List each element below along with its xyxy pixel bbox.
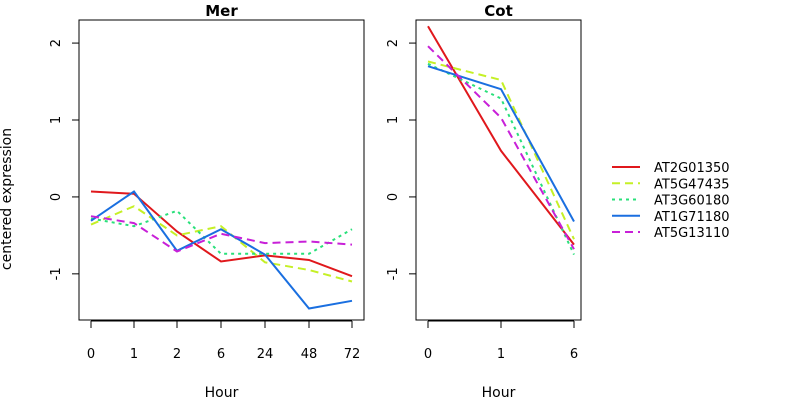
plot-frame: [78, 19, 365, 321]
y-tick-label: 2: [49, 39, 64, 47]
x-tick-label: 1: [497, 347, 505, 362]
y-tick-label: -1: [49, 267, 64, 280]
y-tick-label: 2: [386, 39, 401, 47]
series-line-at3g60180: [427, 62, 575, 256]
legend-label-at5g47435: AT5G47435: [654, 177, 730, 192]
series-line-at3g60180: [90, 209, 353, 255]
legend-label-at5g13110: AT5G13110: [654, 226, 730, 241]
series-line-at5g47435: [90, 205, 353, 283]
panel-cot: Cot -1 0 1 2 0 1 6 Hour: [386, 2, 582, 401]
y-tick-label: 1: [386, 116, 401, 124]
x-tick-label: 6: [570, 347, 578, 362]
x-tick-label: 1: [130, 347, 138, 362]
y-tick-label: -1: [386, 267, 401, 280]
y-tick-label: 1: [49, 116, 64, 124]
series-line-at1g71180: [427, 65, 575, 222]
legend-label-at2g01350: AT2G01350: [654, 161, 730, 176]
legend-label-at1g71180: AT1G71180: [654, 210, 730, 225]
y-tick-label: 0: [49, 193, 64, 201]
y-axis-label: centered expression: [0, 128, 15, 270]
x-tick-label: 0: [424, 347, 432, 362]
x-tick-label: 6: [217, 347, 225, 362]
x-axis-label: Hour: [482, 385, 516, 400]
series-line-at2g01350: [427, 25, 575, 246]
x-tick-label: 0: [87, 347, 95, 362]
panel-mer: Mer -1 0 1 2 0 1 2 6 24 48 72 Hour: [49, 2, 365, 401]
series-line-at1g71180: [90, 190, 353, 310]
legend-label-at3g60180: AT3G60180: [654, 194, 730, 209]
y-tick-label: 0: [386, 193, 401, 201]
x-tick-label: 48: [301, 347, 318, 362]
series-line-at5g13110: [427, 45, 575, 250]
x-tick-label: 2: [173, 347, 181, 362]
series-line-at2g01350: [90, 190, 353, 278]
x-tick-label: 24: [257, 347, 274, 362]
panel-title: Cot: [484, 2, 512, 20]
plot-frame: [415, 19, 582, 321]
x-tick-label: 72: [344, 347, 361, 362]
panel-title: Mer: [205, 2, 238, 20]
series-line-at5g13110: [90, 215, 353, 253]
x-axis-label: Hour: [205, 385, 239, 400]
